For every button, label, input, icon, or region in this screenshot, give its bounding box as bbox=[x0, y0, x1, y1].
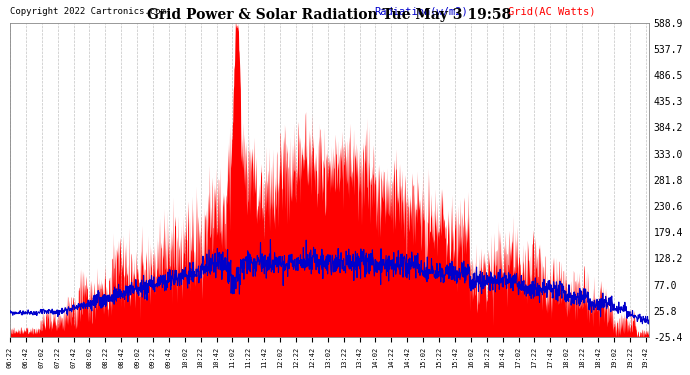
Text: Radiation(w/m2): Radiation(w/m2) bbox=[374, 6, 468, 16]
Text: Copyright 2022 Cartronics.com: Copyright 2022 Cartronics.com bbox=[10, 8, 166, 16]
Title: Grid Power & Solar Radiation Tue May 3 19:58: Grid Power & Solar Radiation Tue May 3 1… bbox=[148, 8, 511, 21]
Text: Grid(AC Watts): Grid(AC Watts) bbox=[509, 6, 595, 16]
